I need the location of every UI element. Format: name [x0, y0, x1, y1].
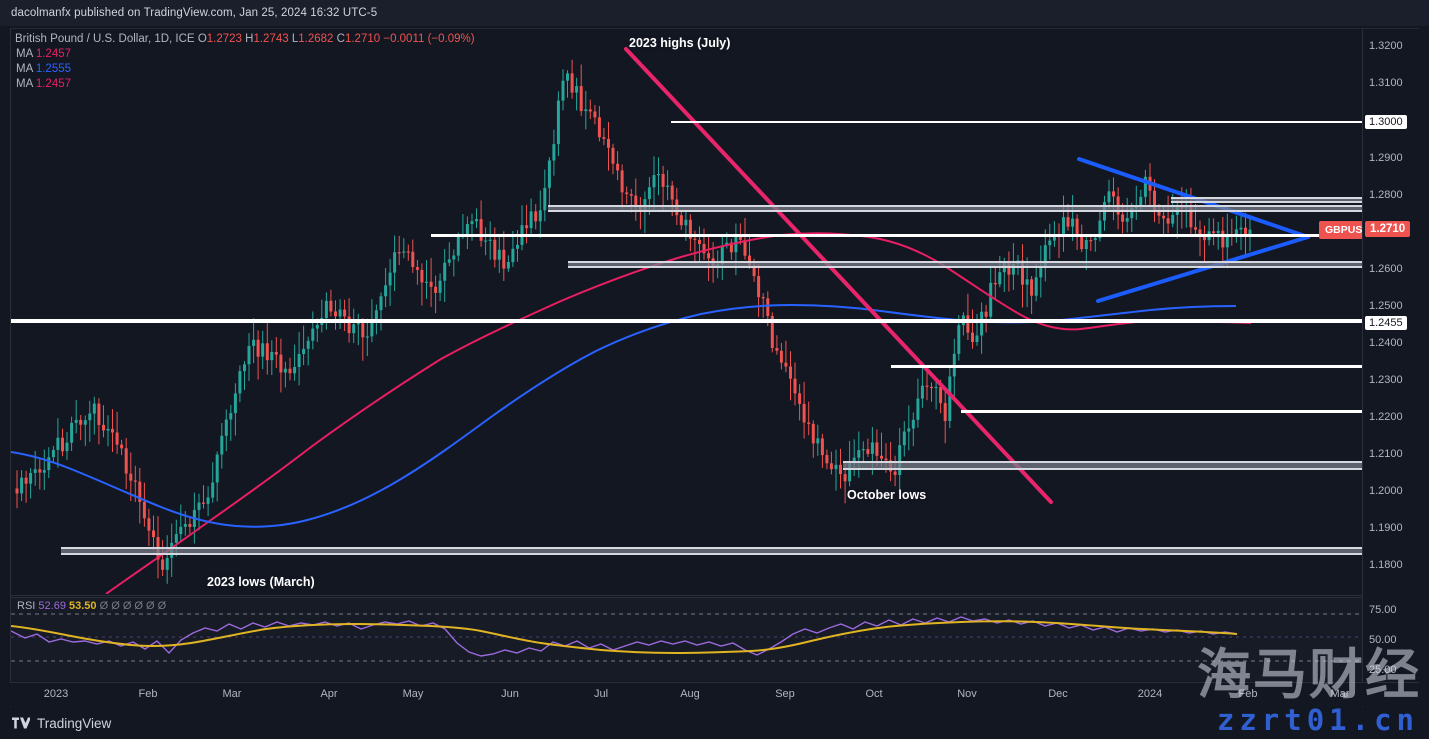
trendline-blue-ascending: [1096, 235, 1310, 303]
price-tick-1-2200: 1.2200: [1369, 411, 1403, 423]
time-tick-oct: Oct: [865, 688, 883, 700]
level-resistance-zone-3: [1171, 197, 1362, 203]
rsi-pane[interactable]: RSI 52.69 53.50 Ø Ø Ø Ø Ø Ø: [11, 597, 1362, 681]
legend-close-label: C: [336, 33, 345, 45]
price-tick-1-3100: 1.3100: [1369, 77, 1403, 89]
tradingview-brand: TradingView: [37, 715, 112, 731]
pane-separator[interactable]: [11, 595, 1362, 596]
price-tag-symbol: GBPUSD: [1319, 221, 1362, 239]
time-tick-jul: Jul: [593, 688, 609, 700]
watermark-chinese: 海马财经: [1197, 643, 1421, 706]
ma-pink-line: [105, 232, 1252, 594]
legend-ma-value-2: 1.2555: [35, 63, 72, 75]
candlestick-series: [11, 47, 1310, 594]
level-resistance-zone-1: [548, 205, 1362, 212]
price-tick-1-3000-boxed: 1.3000: [1365, 115, 1407, 129]
rsi-label: RSI: [17, 600, 36, 612]
legend-open-value: 1.2723: [206, 33, 242, 45]
legend-high-value: 1.2743: [253, 33, 289, 45]
annotation-2023-lows: 2023 lows (March): [207, 575, 315, 589]
legend-symbol: British Pound / U.S. Dollar, 1D, ICE: [15, 33, 195, 45]
legend-ma-row-1: MA 1.2457: [15, 47, 475, 62]
price-tick-1-2455-boxed: 1.2455: [1365, 316, 1407, 330]
level-october-lows-zone: [843, 461, 1362, 470]
time-tick-aug: Aug: [680, 688, 700, 700]
legend-open-label: O: [197, 33, 207, 45]
time-tick-mar: Mar: [222, 688, 242, 700]
time-tick-apr: Apr: [320, 688, 338, 700]
footer: TradingView: [0, 707, 1429, 739]
level-resistance-zone-2: [568, 261, 1362, 268]
legend-ma-row-3: MA 1.2457: [15, 77, 475, 92]
legend-low-value: 1.2682: [298, 33, 334, 45]
price-tick-1-2100: 1.2100: [1369, 448, 1403, 460]
time-axis[interactable]: 2023 Feb Mar Apr May Jun Jul Aug Sep Oct…: [10, 682, 1419, 706]
rsi-tick-50: 50.00: [1369, 634, 1397, 646]
price-tick-1-2400: 1.2400: [1369, 337, 1403, 349]
trendline-pink-descending: [624, 47, 1053, 504]
rsi-legend: RSI 52.69 53.50 Ø Ø Ø Ø Ø Ø: [17, 600, 166, 612]
annotation-october-lows: October lows: [847, 488, 927, 502]
level-2023-lows-zone: [61, 547, 1362, 555]
legend-ma-label-1: MA: [16, 48, 33, 60]
price-current-badge: 1.2710: [1365, 221, 1411, 237]
rsi-value-1: 52.69: [38, 600, 66, 612]
legend-close-value: 1.2710: [344, 33, 381, 45]
price-tick-1-2900: 1.2900: [1369, 152, 1403, 164]
annotation-2023-highs: 2023 highs (July): [629, 36, 731, 50]
legend-ma-value-3: 1.2457: [35, 78, 72, 90]
tradingview-logo[interactable]: TradingView: [12, 716, 111, 731]
price-tick-1-2600: 1.2600: [1369, 263, 1403, 275]
publisher-text: dacolmanfx published on TradingView.com,…: [11, 7, 378, 19]
rsi-tick-25: 25.00: [1369, 664, 1397, 676]
rsi-empty-values: Ø Ø Ø Ø Ø Ø: [99, 600, 167, 612]
rsi-series: [11, 613, 1362, 662]
level-line-1222: [961, 410, 1362, 413]
price-tick-1-3200: 1.3200: [1369, 40, 1403, 52]
level-line-1300: [671, 121, 1362, 123]
time-tick-nov: Nov: [957, 688, 977, 700]
rsi-tick-75: 75.00: [1369, 604, 1397, 616]
legend-ma-value-1: 1.2457: [35, 48, 72, 60]
chart-legend: British Pound / U.S. Dollar, 1D, ICE O1.…: [15, 32, 475, 92]
legend-ma-label-2: MA: [16, 63, 33, 75]
time-tick-sep: Sep: [775, 688, 795, 700]
chart-frame: 2023 highs (July) October lows 2023 lows…: [10, 28, 1420, 710]
time-tick-dec: Dec: [1048, 688, 1068, 700]
legend-symbol-row: British Pound / U.S. Dollar, 1D, ICE O1.…: [15, 32, 475, 47]
level-line-1233: [891, 365, 1362, 368]
legend-low-label: L: [291, 33, 299, 45]
legend-ma-row-2: MA 1.2555: [15, 62, 475, 77]
time-tick-jun: Jun: [501, 688, 519, 700]
time-tick-mar-2: Mar: [1330, 688, 1350, 700]
time-tick-feb: Feb: [138, 688, 158, 700]
price-tick-1-2500: 1.2500: [1369, 300, 1403, 312]
tradingview-mark-icon: [12, 717, 30, 729]
time-tick-2024: 2024: [1137, 688, 1163, 700]
rsi-value-2: 53.50: [69, 600, 97, 612]
rsi-signal-line: [11, 620, 1238, 655]
level-line-mid: [431, 234, 1362, 237]
price-tick-1-2300: 1.2300: [1369, 374, 1403, 386]
price-axis[interactable]: 1.3200 1.3100 1.3000 1.2900 1.2800 1.271…: [1362, 29, 1420, 710]
legend-change: −0.0011 (−0.09%): [383, 33, 475, 45]
price-tick-1-2800: 1.2800: [1369, 189, 1403, 201]
time-tick-feb-2: Feb: [1238, 688, 1258, 700]
legend-high-label: H: [245, 33, 254, 45]
level-line-1245-key: [11, 319, 1362, 323]
price-tick-1-1900: 1.1900: [1369, 522, 1403, 534]
price-tick-1-2000: 1.2000: [1369, 485, 1403, 497]
legend-ma-label-3: MA: [16, 78, 33, 90]
time-tick-2023: 2023: [43, 688, 69, 700]
publisher-bar: dacolmanfx published on TradingView.com,…: [0, 0, 1429, 26]
price-pane[interactable]: 2023 highs (July) October lows 2023 lows…: [11, 29, 1362, 594]
time-tick-may: May: [402, 688, 424, 700]
price-tick-1-1800: 1.1800: [1369, 559, 1403, 571]
watermark-url: zzrt01.cn: [1216, 703, 1419, 737]
